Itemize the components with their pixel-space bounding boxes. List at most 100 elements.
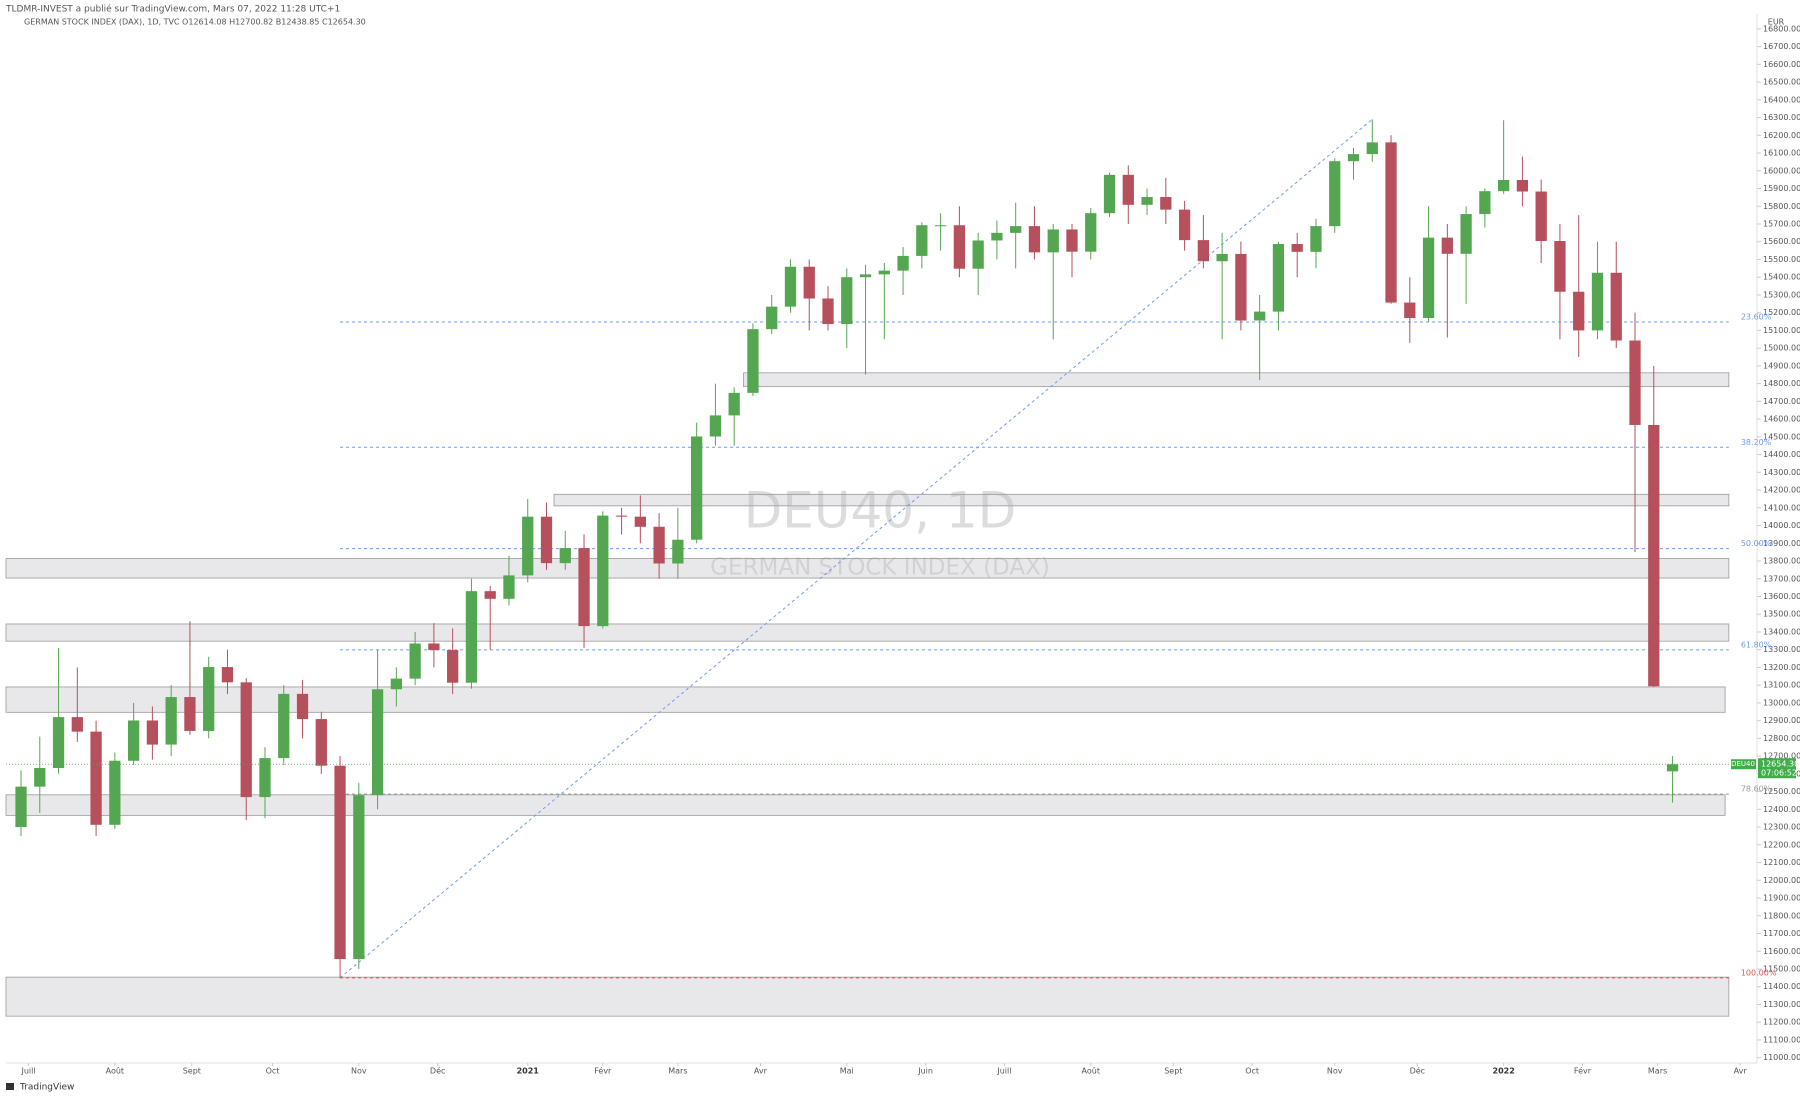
x-tick-label: Sept (1164, 1067, 1182, 1076)
candle-body (634, 516, 646, 527)
candle-body (484, 591, 496, 599)
y-tick-label: 13700.00 (1763, 574, 1800, 583)
y-tick-label: 15000.00 (1763, 344, 1800, 353)
price-tag (1758, 758, 1796, 779)
y-tick-label: 16100.00 (1763, 149, 1800, 158)
symbol-tag (1731, 759, 1756, 770)
y-tick-label: 14500.00 (1763, 432, 1800, 441)
y-tick-label: 16400.00 (1763, 95, 1800, 104)
candle-body (184, 697, 196, 731)
x-tick-label: Juill (20, 1067, 35, 1076)
candle-body (766, 306, 778, 330)
candle-body (916, 225, 928, 256)
candle-body (859, 274, 872, 278)
fib-trendline (339, 118, 1373, 979)
candle-body (953, 225, 966, 269)
y-tick-label: 11800.00 (1763, 911, 1800, 920)
candle-body (334, 765, 346, 960)
y-tick-label: 12200.00 (1763, 840, 1800, 849)
x-tick-label: Déc (430, 1066, 445, 1076)
x-tick-label: Avr (754, 1067, 768, 1076)
y-tick-label: 13600.00 (1763, 592, 1800, 601)
x-tick-label: Juin (917, 1067, 933, 1076)
candle-body (1216, 253, 1228, 262)
candle-body (1347, 154, 1360, 162)
symbol-tag-label: DEU40 (1731, 760, 1755, 768)
candle-body (1610, 272, 1622, 341)
y-tick-label: 14100.00 (1763, 503, 1800, 512)
candle-body (1648, 424, 1660, 687)
fib-label: 61.80% (1741, 640, 1772, 649)
candle-body (1573, 291, 1585, 331)
candle-body (15, 786, 27, 828)
y-tick-label: 11600.00 (1763, 947, 1800, 956)
y-tick-label: 11100.00 (1763, 1035, 1800, 1044)
fib-label: 50.00% (1741, 539, 1772, 548)
x-tick-label: Mars (1648, 1067, 1667, 1076)
y-tick-label: 14700.00 (1763, 397, 1800, 406)
zone (553, 493, 1730, 507)
y-tick-label: 14800.00 (1763, 379, 1800, 388)
x-tick-label: Nov (1327, 1067, 1343, 1076)
y-tick-label: 15200.00 (1763, 308, 1800, 317)
candle-body (278, 693, 290, 759)
y-tick-label: 12100.00 (1763, 858, 1800, 867)
y-tick-label: 11700.00 (1763, 929, 1800, 938)
x-tick-label: Nov (351, 1067, 367, 1076)
zone (5, 623, 1730, 642)
x-tick-label: Août (106, 1067, 124, 1076)
candle-body (878, 270, 890, 275)
x-tick-label: Févr (594, 1066, 612, 1076)
watermark: DEU40, 1D (744, 482, 1016, 540)
y-tick-label: 13200.00 (1763, 663, 1800, 672)
x-tick-label: Févr (1574, 1066, 1592, 1076)
candle-body (1272, 244, 1285, 312)
candle-body (1160, 197, 1172, 210)
candle-body (296, 693, 309, 720)
y-tick-label: 16600.00 (1763, 60, 1800, 69)
logo (6, 1083, 14, 1090)
y-tick-label: 12700.00 (1763, 752, 1800, 761)
fib-label: 23.60% (1741, 312, 1772, 321)
footer: TradingView (19, 1083, 74, 1093)
y-tick-label: 14200.00 (1763, 486, 1800, 495)
candle-body (1141, 197, 1153, 205)
candle-body (71, 717, 83, 732)
y-tick-label: 11400.00 (1763, 982, 1800, 991)
y-tick-label: 15700.00 (1763, 219, 1800, 228)
candle-body (1310, 226, 1322, 252)
candle-body (1122, 174, 1134, 205)
y-tick-label: 12900.00 (1763, 716, 1800, 725)
y-tick-label: 16200.00 (1763, 131, 1800, 140)
candle-body (465, 591, 478, 683)
candle-body (1422, 237, 1435, 318)
candle-body (841, 277, 853, 325)
fib-label: 100.00% (1741, 968, 1777, 977)
candle-body (240, 682, 252, 798)
candle-body (503, 575, 515, 599)
candle-body (52, 717, 65, 769)
price-tag-label: 12654.30 (1761, 760, 1799, 769)
candle-body (1329, 161, 1341, 227)
candle-body (1010, 226, 1022, 233)
y-tick-label: 16300.00 (1763, 113, 1800, 122)
y-tick-label: 13100.00 (1763, 681, 1800, 690)
candle-body (1479, 191, 1491, 215)
candle-body (1028, 226, 1041, 253)
y-tick-label: 11300.00 (1763, 1000, 1800, 1009)
y-tick-label: 13000.00 (1763, 698, 1800, 707)
zone (5, 976, 1730, 1017)
y-tick-label: 13900.00 (1763, 539, 1800, 548)
x-tick-label: 2022 (1493, 1067, 1515, 1076)
candle-body (1498, 179, 1510, 192)
candle-body (1085, 213, 1097, 252)
candle-body (803, 266, 815, 299)
y-tick-label: 15100.00 (1763, 326, 1800, 335)
zone (5, 686, 1726, 713)
y-tick-label: 15500.00 (1763, 255, 1800, 264)
candle-body (1385, 142, 1397, 303)
candle-body (390, 678, 402, 690)
y-tick-label: 16000.00 (1763, 166, 1800, 175)
